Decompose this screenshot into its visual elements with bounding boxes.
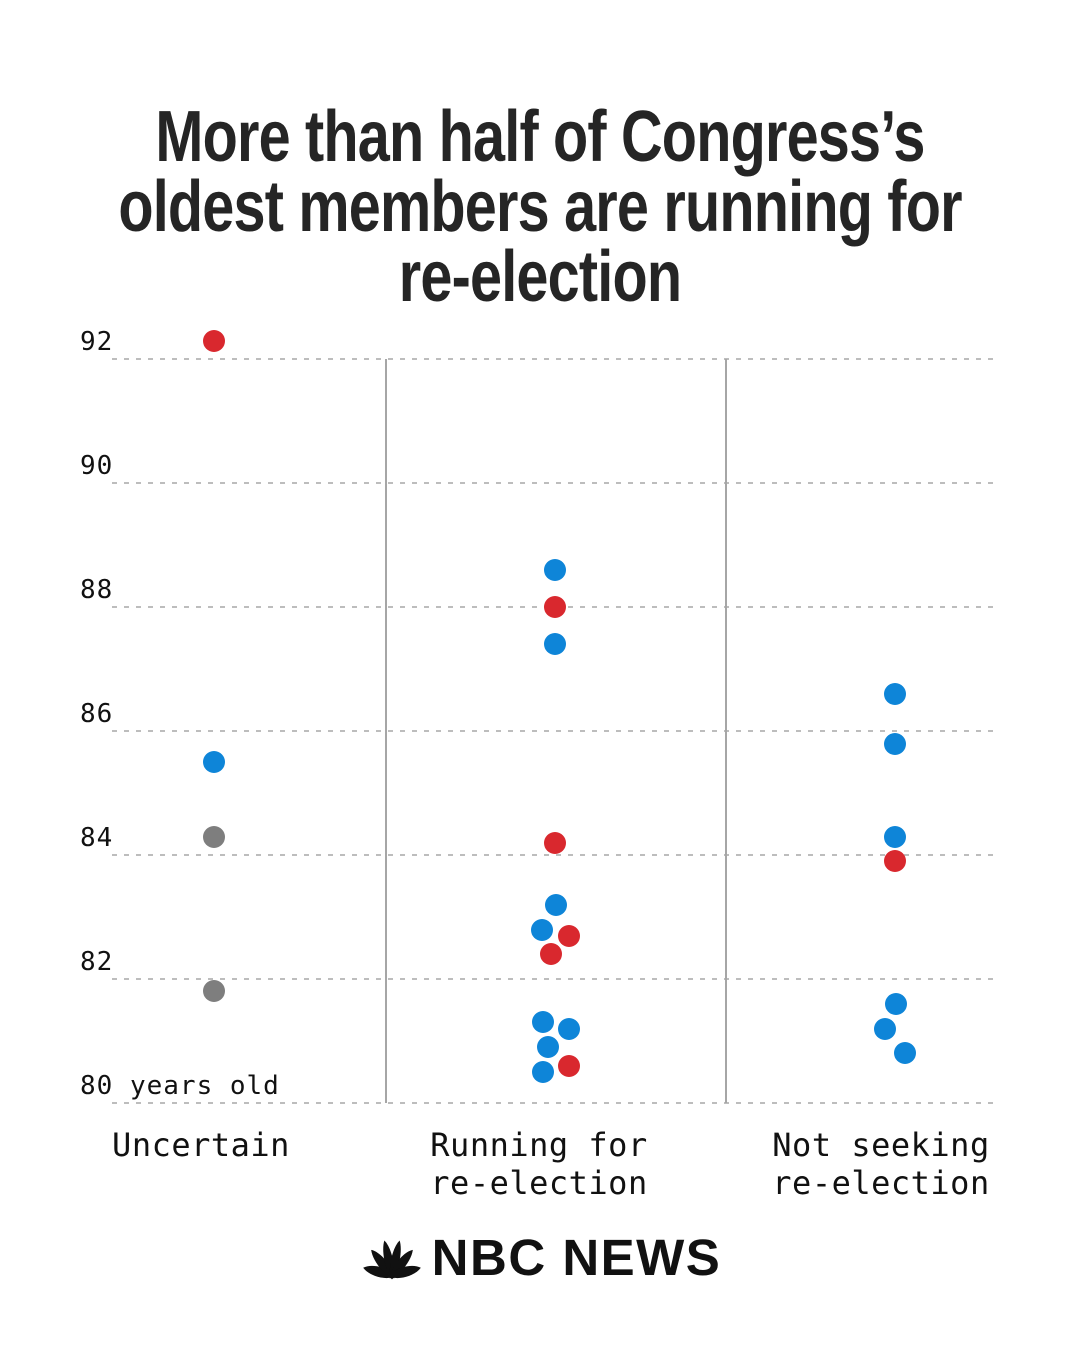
gridline	[112, 854, 998, 857]
data-point	[532, 1061, 554, 1084]
y-axis-tick-label: 86	[80, 699, 114, 730]
data-point	[532, 1011, 554, 1034]
y-axis-tick-label: 80 years old	[80, 1071, 280, 1101]
y-axis-tick-label: 88	[80, 575, 114, 606]
gridline	[112, 730, 998, 733]
data-point	[558, 1017, 580, 1040]
data-point	[203, 825, 225, 848]
gridline	[112, 482, 998, 485]
category-label-line: Not seeking	[772, 1126, 990, 1164]
data-point	[874, 1017, 896, 1040]
column-separator-line	[385, 359, 387, 1103]
category-label-line: Uncertain	[112, 1126, 290, 1164]
data-point	[203, 980, 225, 1003]
category-label-not-seeking: Not seeking re-election	[772, 1126, 989, 1202]
data-point	[544, 596, 566, 619]
data-point	[558, 924, 580, 947]
data-point	[558, 1054, 580, 1077]
y-axis-tick-label: 90	[80, 451, 114, 482]
column-separator-line	[725, 359, 727, 1103]
category-label-uncertain: Uncertain	[112, 1126, 290, 1164]
chart-title-line-2: oldest members are running for	[118, 167, 962, 248]
gridline	[112, 358, 998, 361]
nbc-peacock-icon	[362, 1240, 421, 1279]
data-point	[884, 825, 906, 848]
category-label-running: Running for re-election	[430, 1126, 647, 1202]
data-point	[540, 943, 562, 966]
gridline	[112, 1102, 998, 1104]
chart-title: More than half of Congress’s oldest memb…	[0, 97, 1080, 318]
y-axis-tick-label: 92	[80, 327, 114, 358]
nbc-news-wordmark: NBC NEWS	[431, 1229, 722, 1286]
data-point	[537, 1036, 559, 1059]
chart-title-line-1: More than half of Congress’s	[155, 97, 925, 178]
data-point	[531, 918, 553, 941]
data-point	[884, 732, 906, 755]
data-point	[203, 329, 225, 352]
data-point	[884, 683, 906, 706]
data-point	[894, 1042, 916, 1065]
category-label-line: re-election	[430, 1164, 648, 1202]
chart-title-line-3: re-election	[398, 237, 682, 318]
data-point	[884, 850, 906, 873]
category-label-line: Running for	[430, 1126, 648, 1164]
y-axis-tick-label: 84	[80, 823, 114, 854]
data-point	[203, 751, 225, 774]
y-axis-tick-label: 82	[80, 947, 114, 978]
gridline	[112, 978, 998, 981]
data-point	[545, 893, 567, 916]
category-label-line: re-election	[772, 1164, 990, 1202]
data-point	[544, 633, 566, 656]
nbc-news-logo: NBC NEWS	[0, 1228, 1080, 1287]
data-point	[885, 992, 907, 1015]
data-point	[544, 559, 566, 582]
data-point	[544, 831, 566, 854]
